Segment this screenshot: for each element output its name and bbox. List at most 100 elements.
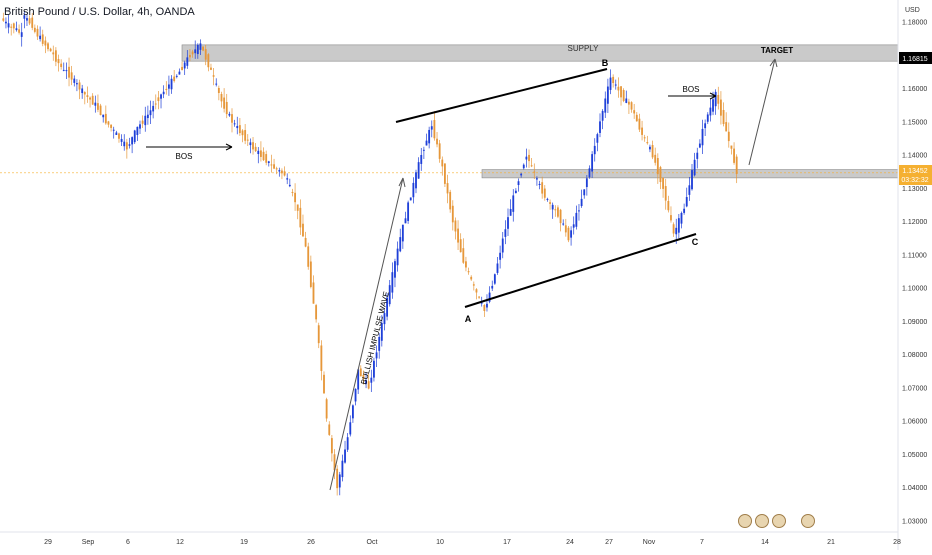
candle-body [554,209,557,211]
candle-body [415,172,417,189]
candle-body [191,51,194,55]
candle-body [323,374,325,394]
candle-body [436,138,438,145]
candle-body [425,140,428,146]
candle-body [383,313,386,325]
candle-body [638,118,641,130]
x-tick-label: Oct [367,539,378,546]
candle-body [641,127,643,135]
candle-body [399,237,402,252]
candle-body [333,454,336,471]
current-price-tag [899,165,932,185]
candle-body [354,388,357,402]
candle-body [152,105,155,112]
y-tick-label: 1.14000 [902,153,927,160]
candles-layer [2,10,738,496]
candle-body [630,102,633,110]
candle-body [141,120,144,124]
candle-body [596,134,599,143]
candle-body [257,150,260,155]
candle-body [717,94,720,104]
candle-body [367,381,370,389]
candle-body [194,49,197,54]
candle-body [601,110,604,121]
flag-icon[interactable] [801,514,815,528]
candle-body [696,152,699,159]
candle-body [210,67,212,70]
candle-body [23,15,26,19]
candle-body [139,124,141,129]
target-price-text: 1.16815 [902,56,927,63]
flag-icon[interactable] [755,514,769,528]
candle-body [396,248,399,266]
candle-body [265,154,268,163]
candle-body [341,460,344,478]
bos-label-left: BOS [176,152,193,161]
flag-icon[interactable] [738,514,752,528]
candle-body [28,18,31,24]
candle-body [730,145,733,149]
y-tick-label: 1.08000 [902,352,927,359]
candle-body [567,227,570,241]
candle-body [107,121,110,125]
candle-body [167,84,170,89]
candle-body [549,202,551,204]
candle-body [20,32,23,37]
candle-body [593,145,596,155]
candle-body [412,182,415,198]
candle-body [478,296,481,298]
flag-icon[interactable] [772,514,786,528]
candle-body [351,405,354,419]
candle-body [375,352,378,359]
candle-body [233,123,236,125]
candle-body [128,144,131,146]
candle-body [262,151,265,161]
candle-body [572,224,575,228]
candle-body [465,261,467,268]
candle-body [617,86,620,91]
point-label-b: B [602,58,609,68]
candle-body [162,91,165,95]
candle-body [309,261,312,287]
candle-body [39,35,42,40]
candle-body [317,325,320,344]
target-price-tag [899,52,932,64]
candle-body [388,285,391,305]
candle-body [346,437,349,450]
x-tick-label: Nov [643,539,656,546]
candle-body [533,171,536,173]
candle-body [102,114,105,118]
candle-body [304,237,307,247]
candle-body [493,274,496,284]
x-tick-label: 10 [436,539,444,546]
candle-body [181,66,183,71]
candle-body [254,146,257,152]
candle-body [99,105,102,116]
bos-arrow-right-icon [709,92,717,100]
y-tick-label: 1.11000 [902,252,927,259]
candle-body [649,146,651,150]
candle-body [286,178,289,180]
candle-body [714,91,717,107]
candle-body [241,130,244,136]
candle-body [517,181,520,186]
candle-body [133,130,136,143]
candle-body [459,239,462,253]
event-badges [738,514,815,528]
candle-body [299,207,302,228]
candle-body [417,162,420,179]
countdown-text: 03:32:32 [901,177,928,184]
candle-body [570,230,573,238]
candle-body [136,126,139,135]
candle-body [496,263,499,273]
candle-body [664,186,667,201]
candle-body [273,164,275,169]
candle-body [78,82,81,90]
candle-body [472,284,475,286]
candle-body [443,163,446,184]
candle-body [12,23,15,29]
candle-body [719,99,722,116]
candle-body [583,189,586,196]
